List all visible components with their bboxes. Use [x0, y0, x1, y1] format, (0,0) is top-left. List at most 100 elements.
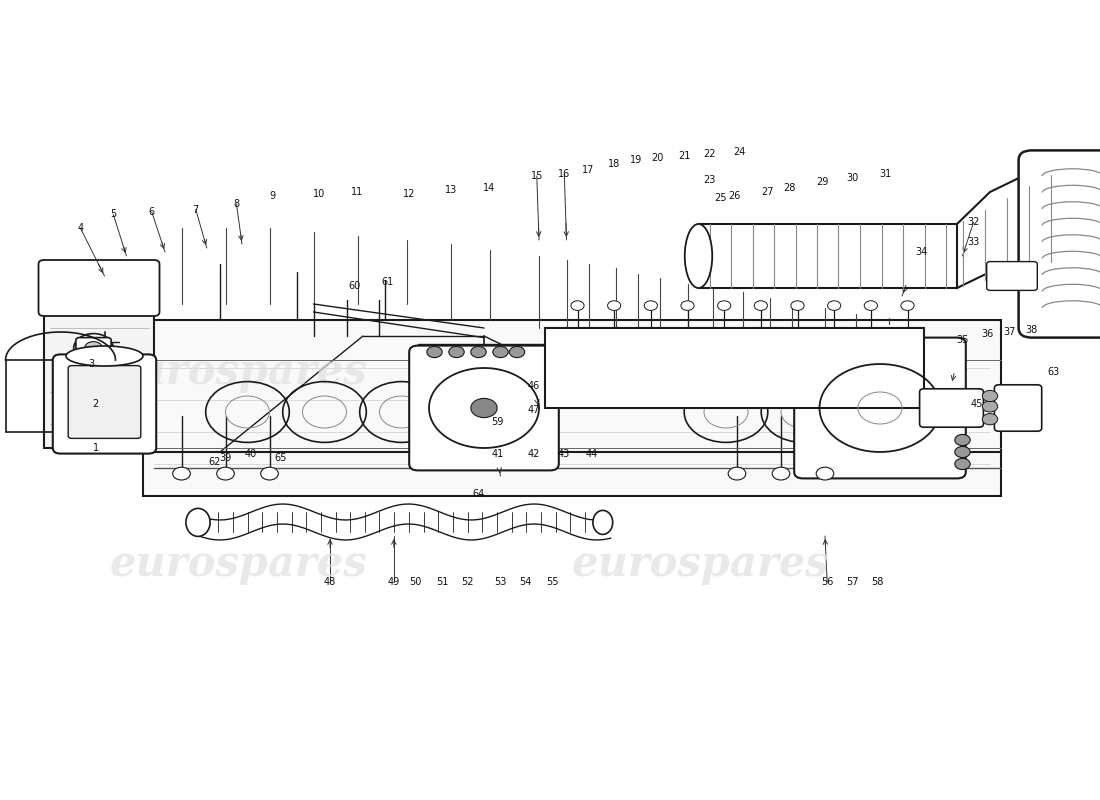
- Text: 15: 15: [530, 171, 543, 181]
- Circle shape: [217, 467, 234, 480]
- Text: eurospares: eurospares: [572, 543, 829, 585]
- Circle shape: [755, 301, 768, 310]
- Circle shape: [427, 346, 442, 358]
- Text: 6: 6: [148, 207, 155, 217]
- Text: 10: 10: [312, 189, 326, 198]
- Circle shape: [261, 467, 278, 480]
- Circle shape: [85, 342, 102, 354]
- Circle shape: [955, 434, 970, 446]
- Text: 38: 38: [1025, 325, 1038, 334]
- Text: 62: 62: [208, 458, 221, 467]
- Text: 11: 11: [351, 187, 364, 197]
- Circle shape: [955, 458, 970, 470]
- Circle shape: [816, 467, 834, 480]
- Circle shape: [471, 398, 497, 418]
- Circle shape: [645, 301, 658, 310]
- Polygon shape: [143, 320, 1001, 496]
- Text: 1: 1: [92, 443, 99, 453]
- Text: 53: 53: [494, 578, 507, 587]
- Text: 31: 31: [879, 170, 892, 179]
- Ellipse shape: [186, 509, 210, 537]
- Text: 17: 17: [582, 165, 595, 174]
- Text: 49: 49: [387, 578, 400, 587]
- Ellipse shape: [66, 346, 143, 366]
- Text: 65: 65: [274, 453, 287, 462]
- Text: 40: 40: [244, 450, 257, 459]
- Text: 54: 54: [519, 578, 532, 587]
- Text: 24: 24: [733, 147, 746, 157]
- Text: 27: 27: [761, 187, 774, 197]
- Text: 39: 39: [219, 453, 232, 462]
- FancyBboxPatch shape: [544, 328, 924, 408]
- Circle shape: [681, 301, 694, 310]
- Text: 35: 35: [956, 335, 969, 345]
- Text: 43: 43: [557, 450, 570, 459]
- Polygon shape: [44, 304, 154, 448]
- Text: 45: 45: [970, 399, 983, 409]
- Text: 60: 60: [348, 282, 361, 291]
- Text: 34: 34: [915, 247, 928, 257]
- Text: 33: 33: [967, 237, 980, 246]
- Text: 50: 50: [409, 578, 422, 587]
- Text: 9: 9: [270, 191, 276, 201]
- FancyBboxPatch shape: [794, 338, 966, 478]
- FancyBboxPatch shape: [920, 389, 983, 427]
- Text: 14: 14: [483, 183, 496, 193]
- Circle shape: [471, 346, 486, 358]
- Text: 55: 55: [546, 578, 559, 587]
- Text: 2: 2: [92, 399, 99, 409]
- Text: 20: 20: [651, 154, 664, 163]
- Ellipse shape: [593, 510, 613, 534]
- Text: 28: 28: [783, 183, 796, 193]
- Text: 3: 3: [88, 359, 95, 369]
- Text: 23: 23: [703, 175, 716, 185]
- Text: 29: 29: [816, 178, 829, 187]
- Circle shape: [982, 390, 998, 402]
- Text: 12: 12: [403, 189, 416, 198]
- Circle shape: [449, 346, 464, 358]
- Text: 44: 44: [585, 450, 598, 459]
- Text: 64: 64: [472, 490, 485, 499]
- Text: 32: 32: [967, 218, 980, 227]
- FancyBboxPatch shape: [76, 338, 111, 374]
- Text: 18: 18: [607, 159, 620, 169]
- Text: 52: 52: [461, 578, 474, 587]
- Text: 25: 25: [714, 194, 727, 203]
- FancyBboxPatch shape: [68, 366, 141, 438]
- Text: 4: 4: [77, 223, 84, 233]
- Text: 47: 47: [527, 405, 540, 414]
- Text: 36: 36: [981, 330, 994, 339]
- Circle shape: [173, 467, 190, 480]
- FancyBboxPatch shape: [1019, 150, 1100, 338]
- FancyBboxPatch shape: [409, 346, 559, 470]
- Text: 59: 59: [491, 418, 504, 427]
- Text: eurospares: eurospares: [110, 351, 367, 393]
- Circle shape: [791, 301, 804, 310]
- Text: 16: 16: [558, 170, 571, 179]
- Text: 37: 37: [1003, 327, 1016, 337]
- FancyBboxPatch shape: [53, 354, 156, 454]
- Text: 13: 13: [444, 186, 458, 195]
- Text: 41: 41: [491, 450, 504, 459]
- Text: 46: 46: [527, 381, 540, 390]
- Circle shape: [728, 467, 746, 480]
- Text: 5: 5: [110, 210, 117, 219]
- Text: 7: 7: [192, 205, 199, 214]
- Circle shape: [982, 414, 998, 425]
- Text: 61: 61: [381, 277, 394, 286]
- Text: 57: 57: [846, 578, 859, 587]
- Text: 51: 51: [436, 578, 449, 587]
- Text: 63: 63: [1047, 367, 1060, 377]
- Text: 42: 42: [527, 450, 540, 459]
- Text: 58: 58: [871, 578, 884, 587]
- Text: 48: 48: [323, 578, 337, 587]
- Circle shape: [955, 446, 970, 458]
- Circle shape: [901, 301, 914, 310]
- Ellipse shape: [684, 224, 713, 288]
- Circle shape: [865, 301, 878, 310]
- Text: 22: 22: [703, 149, 716, 158]
- Circle shape: [509, 346, 525, 358]
- Text: 21: 21: [678, 151, 691, 161]
- Circle shape: [607, 301, 620, 310]
- Circle shape: [571, 301, 584, 310]
